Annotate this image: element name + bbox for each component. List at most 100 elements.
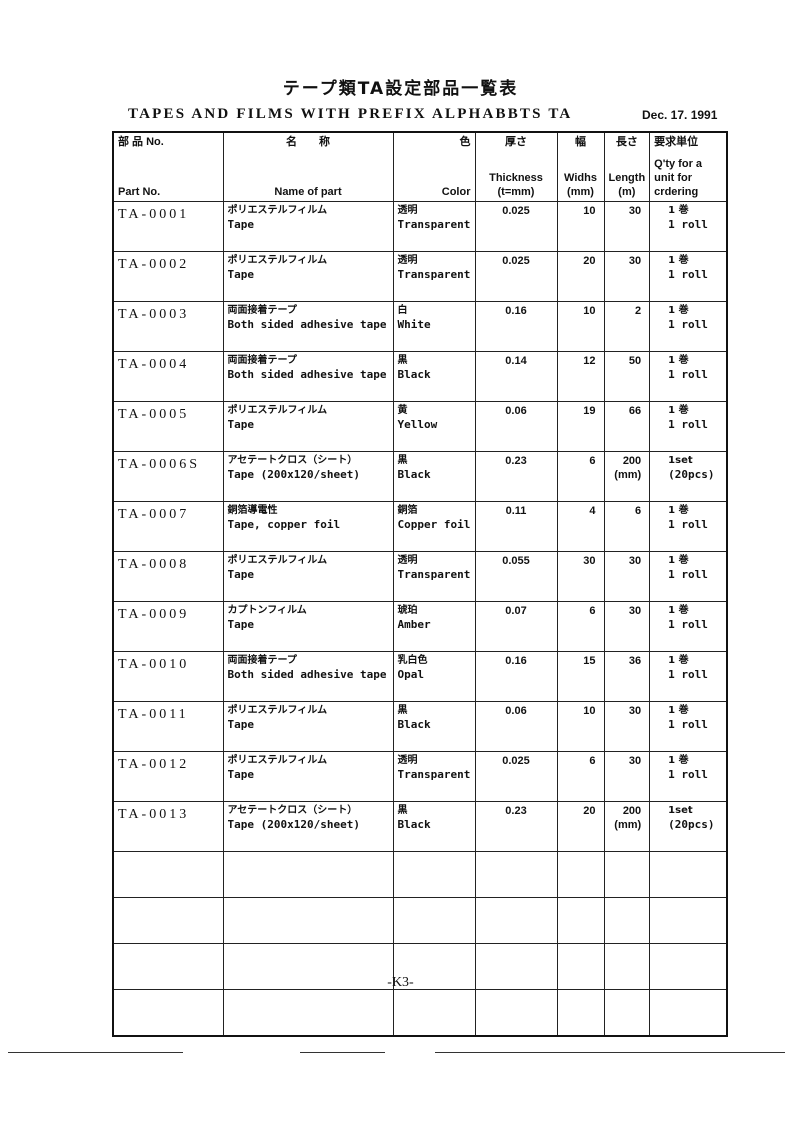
part-name: アセテートクロス（シート） Tape (200x120/sheet) [222, 451, 394, 502]
order-quantity: 1 巻 1 roll [649, 601, 728, 652]
length: 30 [603, 701, 651, 752]
color-en: Black [397, 718, 431, 731]
header-en: Q'ty for a unit for crdering [654, 158, 703, 198]
table-row: TA-0009 カプトンフィルム Tape 琥珀 Amber 0.07 6 30 1… [112, 601, 728, 652]
thickness: 0.025 [474, 751, 558, 802]
thickness: 0.055 [474, 551, 558, 602]
name-jp: カプトンフィルム [227, 605, 307, 616]
part-number: TA-0004 [112, 351, 224, 402]
table-row: TA-0005 ポリエステルフィルム Tape 黄 Yellow 0.06 19 6… [112, 401, 728, 452]
color-jp: 黒 [397, 705, 408, 716]
width: 15 [556, 651, 605, 702]
name-jp: ポリエステルフィルム [227, 755, 328, 766]
table-row: TA-0013 アセテートクロス（シート） Tape (200x120/sheet… [112, 801, 728, 852]
name-jp: ポリエステルフィルム [227, 705, 328, 716]
thickness: 0.23 [474, 451, 558, 502]
order-quantity: 1set (20pcs) [649, 801, 728, 852]
qty-en: 1 roll [668, 218, 708, 231]
length: 2 [603, 301, 651, 352]
part-number: TA-0010 [112, 651, 224, 702]
table-row: TA-0007 銅箔導電性 Tape, copper foil 銅箔 Copper … [112, 501, 728, 552]
length-value: 50 [628, 355, 642, 367]
column-header: 長さ Length (m) [603, 131, 651, 202]
length: 200 (mm) [603, 451, 651, 502]
header-en: Color [441, 186, 471, 198]
width: 10 [556, 701, 605, 752]
parts-table: 部 品 No. Part No. 名 称 Name of part 色 Color 厚さ Th… [112, 131, 728, 1037]
qty-jp: 1 巻 [668, 405, 689, 416]
color-jp: 黒 [397, 455, 408, 466]
part-name: アセテートクロス（シート） Tape (200x120/sheet) [222, 801, 394, 852]
document-title-english: TAPES AND FILMS WITH PREFIX ALPHABBTS TA [128, 106, 573, 122]
length: 66 [603, 401, 651, 452]
header-jp: 要求単位 [654, 136, 699, 148]
qty-en: (20pcs) [668, 468, 715, 481]
length: 30 [603, 201, 651, 252]
document-title-japanese: テープ類TA設定部品一覧表 [282, 79, 519, 99]
name-en: Tape [227, 568, 255, 581]
color: 透明 Transparent [392, 251, 476, 302]
divider [435, 1052, 785, 1053]
order-quantity: 1 巻 1 roll [649, 751, 728, 802]
color: 黒 Black [392, 801, 476, 852]
qty-en: 1 roll [668, 568, 708, 581]
qty-jp: 1 巻 [668, 205, 689, 216]
name-en: Tape [227, 768, 255, 781]
name-jp: アセテートクロス（シート） [227, 805, 358, 816]
header-jp: 名 称 [286, 136, 330, 148]
color: 黒 Black [392, 351, 476, 402]
name-en: Tape [227, 268, 255, 281]
part-name: 両面接着テープ Both sided adhesive tape [222, 351, 394, 402]
name-en: Tape [227, 418, 255, 431]
empty-row [112, 897, 728, 944]
qty-en: 1 roll [668, 618, 708, 631]
width: 10 [556, 201, 605, 252]
length: 30 [603, 601, 651, 652]
column-header: 部 品 No. Part No. [112, 131, 224, 202]
name-en: Both sided adhesive tape [227, 318, 387, 331]
length: 30 [603, 551, 651, 602]
part-number: TA-0006S [112, 451, 224, 502]
name-en: Tape (200x120/sheet) [227, 818, 360, 831]
length: 30 [603, 251, 651, 302]
length-value: 30 [628, 605, 642, 617]
thickness: 0.14 [474, 351, 558, 402]
length: 200 (mm) [603, 801, 651, 852]
length-unit: (mm) [614, 469, 642, 481]
qty-jp: 1 巻 [668, 655, 689, 666]
qty-jp: 1 巻 [668, 355, 689, 366]
page-number: -K3- [387, 975, 414, 990]
color-jp: 透明 [397, 755, 418, 766]
empty-row [112, 851, 728, 898]
column-header: 幅 Widhs (mm) [556, 131, 605, 202]
color: 透明 Transparent [392, 551, 476, 602]
qty-jp: 1 巻 [668, 605, 689, 616]
empty-row [112, 943, 728, 990]
length: 6 [603, 501, 651, 552]
part-number: TA-0005 [112, 401, 224, 452]
part-number: TA-0007 [112, 501, 224, 552]
order-quantity: 1 巻 1 roll [649, 301, 728, 352]
name-en: Tape, copper foil [227, 518, 341, 531]
table-row: TA-0002 ポリエステルフィルム Tape 透明 Transparent 0.0… [112, 251, 728, 302]
name-jp: 両面接着テープ [227, 355, 297, 366]
length-value: 30 [628, 205, 642, 217]
length-value: 66 [628, 405, 642, 417]
color: 黒 Black [392, 451, 476, 502]
color-en: Transparent [397, 568, 471, 581]
part-number: TA-0011 [112, 701, 224, 752]
color-en: Transparent [397, 218, 471, 231]
order-quantity: 1 巻 1 roll [649, 651, 728, 702]
qty-en: (20pcs) [668, 818, 715, 831]
header-en: Part No. [118, 186, 161, 198]
color: 白 White [392, 301, 476, 352]
length-value: 30 [628, 555, 642, 567]
name-jp: ポリエステルフィルム [227, 555, 328, 566]
order-quantity: 1 巻 1 roll [649, 251, 728, 302]
length-value: 2 [635, 305, 642, 317]
part-number: TA-0009 [112, 601, 224, 652]
part-name: ポリエステルフィルム Tape [222, 551, 394, 602]
thickness: 0.23 [474, 801, 558, 852]
empty-row [112, 989, 728, 1037]
qty-jp: 1 巻 [668, 505, 689, 516]
